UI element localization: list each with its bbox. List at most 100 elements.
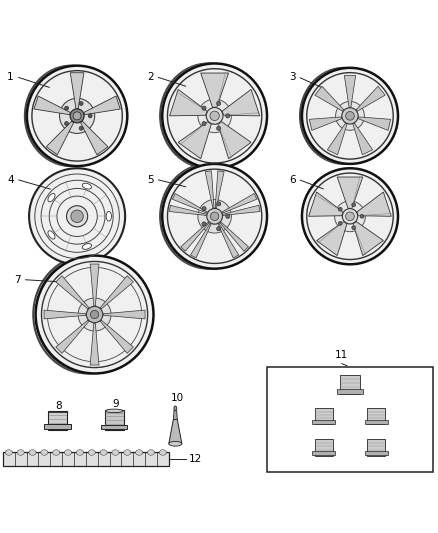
Ellipse shape — [48, 231, 55, 239]
Circle shape — [71, 210, 83, 223]
Ellipse shape — [106, 212, 111, 221]
Ellipse shape — [53, 450, 60, 455]
Polygon shape — [309, 192, 343, 216]
Polygon shape — [222, 90, 260, 116]
Circle shape — [216, 201, 221, 206]
Ellipse shape — [136, 450, 143, 455]
Circle shape — [216, 126, 221, 131]
FancyBboxPatch shape — [48, 411, 67, 430]
Text: 5: 5 — [147, 175, 154, 185]
Bar — [312, 451, 336, 456]
Ellipse shape — [169, 441, 182, 446]
FancyBboxPatch shape — [340, 375, 360, 394]
Circle shape — [35, 256, 153, 374]
Circle shape — [162, 164, 267, 269]
Polygon shape — [169, 419, 182, 444]
FancyBboxPatch shape — [315, 439, 332, 456]
Circle shape — [162, 63, 267, 168]
FancyBboxPatch shape — [367, 408, 385, 424]
Polygon shape — [56, 320, 89, 353]
Circle shape — [202, 122, 206, 126]
Circle shape — [29, 168, 125, 264]
Polygon shape — [315, 86, 344, 111]
Polygon shape — [215, 171, 224, 208]
Circle shape — [336, 101, 364, 130]
Polygon shape — [173, 410, 177, 419]
Polygon shape — [181, 222, 209, 251]
Ellipse shape — [174, 406, 177, 411]
Circle shape — [64, 122, 69, 126]
Ellipse shape — [124, 450, 131, 455]
Polygon shape — [353, 222, 383, 255]
Polygon shape — [317, 222, 347, 255]
Text: 7: 7 — [14, 275, 21, 285]
Circle shape — [202, 206, 206, 211]
Text: 4: 4 — [7, 175, 14, 185]
Polygon shape — [56, 276, 89, 309]
Polygon shape — [44, 310, 86, 319]
Ellipse shape — [29, 450, 36, 455]
Polygon shape — [205, 171, 214, 208]
Polygon shape — [90, 324, 99, 365]
Circle shape — [338, 207, 342, 211]
Text: 10: 10 — [171, 392, 184, 402]
Polygon shape — [218, 223, 239, 258]
Circle shape — [202, 222, 206, 226]
Ellipse shape — [5, 450, 12, 455]
Bar — [336, 389, 364, 394]
Circle shape — [207, 208, 223, 224]
Polygon shape — [353, 123, 373, 155]
Circle shape — [302, 168, 398, 264]
Polygon shape — [356, 86, 385, 111]
Ellipse shape — [41, 450, 48, 455]
Ellipse shape — [112, 450, 119, 455]
Text: 2: 2 — [147, 72, 154, 82]
Polygon shape — [358, 117, 391, 131]
Circle shape — [79, 126, 83, 130]
Text: 8: 8 — [55, 401, 62, 411]
Polygon shape — [218, 122, 251, 159]
Circle shape — [67, 206, 88, 227]
Circle shape — [226, 114, 230, 118]
Text: 11: 11 — [335, 350, 348, 360]
Polygon shape — [220, 222, 248, 251]
Circle shape — [335, 201, 365, 232]
Polygon shape — [103, 310, 145, 319]
Circle shape — [346, 212, 354, 221]
Circle shape — [210, 111, 219, 120]
Ellipse shape — [88, 450, 95, 455]
Circle shape — [210, 212, 219, 221]
Circle shape — [90, 310, 99, 319]
Circle shape — [346, 111, 354, 120]
Circle shape — [64, 106, 69, 110]
Circle shape — [60, 98, 95, 133]
Bar — [3, 453, 169, 466]
Circle shape — [70, 109, 84, 123]
Circle shape — [302, 68, 398, 164]
Circle shape — [216, 227, 221, 231]
Circle shape — [73, 112, 81, 120]
Circle shape — [88, 114, 92, 118]
Text: 3: 3 — [289, 72, 296, 82]
Text: 12: 12 — [188, 455, 201, 464]
Polygon shape — [170, 90, 207, 116]
Polygon shape — [344, 76, 356, 107]
Polygon shape — [81, 121, 108, 155]
Polygon shape — [84, 96, 120, 115]
Circle shape — [202, 106, 206, 110]
Circle shape — [86, 306, 103, 323]
Text: 9: 9 — [112, 399, 119, 409]
Ellipse shape — [100, 450, 107, 455]
Ellipse shape — [159, 450, 166, 455]
Polygon shape — [357, 192, 391, 216]
Polygon shape — [327, 123, 347, 155]
Polygon shape — [34, 96, 71, 115]
FancyBboxPatch shape — [367, 439, 385, 456]
Polygon shape — [223, 205, 260, 215]
Circle shape — [342, 108, 358, 124]
Ellipse shape — [17, 450, 24, 455]
Polygon shape — [309, 117, 342, 131]
Polygon shape — [90, 264, 99, 306]
Circle shape — [352, 203, 356, 207]
Bar — [44, 424, 71, 429]
